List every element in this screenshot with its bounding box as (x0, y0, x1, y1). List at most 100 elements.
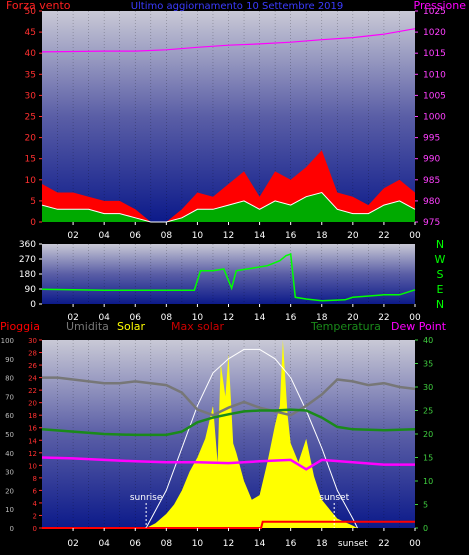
direction-x-ticks: 02 04 06 08 10 12 14 16 18 20 22 00 (67, 304, 421, 323)
legend-item: Solar (117, 320, 146, 333)
temperature-y-tick-label: 15 (423, 454, 433, 463)
temperature-y-tick-label: 20 (423, 430, 433, 439)
rain-y-tick-label: 24 (28, 375, 37, 383)
rain-line (42, 520, 415, 529)
x-tick-label: 10 (192, 313, 204, 323)
pressure-y-tick-label: 995 (423, 134, 440, 144)
wind-y-tick-label: 25 (25, 113, 36, 123)
rain-y-tick-label: 18 (28, 412, 37, 420)
average-wind-line (41, 191, 416, 223)
rain-y-tick-label: 0 (33, 525, 37, 533)
wind-y-tick-label: 5 (30, 197, 36, 207)
pressure-y-tick-label: 1005 (423, 91, 446, 101)
compass-label: N (436, 238, 444, 251)
legend-item: Dew Point (391, 320, 447, 333)
x-tick-label: 18 (316, 231, 328, 241)
sunrise-label: sunrise (130, 493, 163, 503)
pressure-y-tick-label: 985 (423, 176, 440, 186)
humidity-y-tick-label: 90 (5, 356, 14, 364)
x-tick-label: 22 (378, 231, 389, 241)
wind-y-tick-label: 0 (30, 218, 36, 228)
humidity-y-tick-label: 100 (1, 337, 14, 345)
wind-x-ticks: 02 04 06 08 10 12 14 16 18 20 22 00 (67, 222, 421, 241)
sun-annotations: sunrise sunset (130, 493, 350, 528)
rain-y-tick-label: 16 (28, 425, 37, 433)
x-tick-label: 14 (254, 231, 266, 241)
pressure-y-tick-label: 1020 (423, 28, 446, 38)
pressure-y-tick-label: 990 (423, 155, 440, 165)
rain-y-tick-label: 8 (33, 475, 37, 483)
rain-y-tick-label: 28 (28, 350, 37, 358)
climate-series (41, 340, 416, 529)
wind-pressure-panel: Forza vento Ultimo aggiornamento 10 Sett… (6, 0, 466, 241)
legend-item: Pioggia (0, 320, 40, 333)
sunset-label: sunset (319, 493, 349, 503)
rain-y-tick-label: 12 (28, 450, 37, 458)
temperature-y-tick-label: 35 (423, 360, 433, 369)
x-tick-label: 04 (98, 539, 110, 549)
x-tick-label: 06 (130, 231, 142, 241)
rain-y-tick-label: 22 (28, 387, 37, 395)
x-tick-label: 10 (192, 231, 204, 241)
temperature-y-tick-label: 10 (423, 477, 433, 486)
x-tick-label: 00 (409, 539, 421, 549)
pressure-y-tick-label: 1000 (423, 113, 446, 123)
pressure-line (41, 28, 416, 53)
wind-y-tick-label: 45 (25, 28, 36, 38)
wind-series (41, 28, 416, 223)
humidity-y-tick-label: 60 (5, 412, 14, 420)
rain-y-tick-label: 4 (33, 500, 38, 508)
x-tick-label: 22 (378, 313, 389, 323)
direction-y-tick-label: 0 (30, 300, 36, 310)
x-tick-label: 12 (223, 539, 234, 549)
wind-y-tick-label: 40 (25, 49, 37, 59)
chart-title: Ultimo aggiornamento 10 Settembre 2019 (131, 1, 344, 12)
climate-x-ticks: 02 04 06 08 10 12 14 16 18 sunset 22 00 (67, 528, 421, 549)
wind-y-tick-label: 30 (25, 91, 37, 101)
rain-y-tick-label: 10 (28, 462, 37, 470)
x-tick-label: 02 (67, 231, 78, 241)
humidity-y-tick-label: 20 (5, 487, 14, 495)
x-tick-label: 12 (223, 313, 234, 323)
direction-y-tick-label: 180 (19, 270, 36, 280)
wind-y-tick-label: 50 (25, 7, 37, 17)
x-tick-label: 10 (192, 539, 204, 549)
x-tick-label: 18 (316, 313, 328, 323)
direction-y-ticks: 0 90 180 270 360 (19, 240, 42, 310)
pressure-y-tick-label: 975 (423, 218, 440, 228)
x-tick-label: 14 (254, 313, 266, 323)
dew-point-line (41, 456, 415, 471)
direction-plot-area (42, 244, 415, 304)
compass-label: S (437, 268, 444, 281)
x-tick-label: 08 (161, 313, 173, 323)
compass-label: E (437, 283, 444, 296)
x-tick-label: 20 (347, 313, 359, 323)
compass-label: N (436, 298, 444, 311)
direction-series (41, 252, 416, 302)
x-tick-label: 04 (98, 231, 110, 241)
humidity-y-tick-label: 30 (5, 469, 14, 477)
legend-item: Temperatura (310, 320, 381, 333)
x-tick-label: 14 (254, 539, 266, 549)
pressure-y-tick-label: 1010 (423, 70, 446, 80)
x-tick-label: 06 (130, 313, 142, 323)
temperature-line (41, 408, 416, 437)
temperature-y-ticks: 0 5 10 15 20 25 30 35 40 (415, 336, 433, 533)
pressure-y-tick-label: 1025 (423, 7, 446, 17)
x-tick-label: 02 (67, 313, 78, 323)
solar-area (146, 340, 358, 528)
pressure-y-tick-label: 980 (423, 197, 440, 207)
humidity-y-tick-label: 40 (5, 450, 14, 458)
humidity-y-tick-label: 80 (5, 375, 14, 383)
direction-y-tick-label: 90 (25, 285, 37, 295)
wind-y-tick-label: 15 (25, 155, 36, 165)
temperature-y-tick-label: 0 (423, 524, 428, 533)
pressure-axis-label: Pressione (414, 0, 467, 12)
average-wind-area (42, 192, 415, 222)
wind-y-tick-label: 10 (25, 176, 37, 186)
direction-line (41, 252, 416, 302)
temperature-y-tick-label: 30 (423, 383, 433, 392)
